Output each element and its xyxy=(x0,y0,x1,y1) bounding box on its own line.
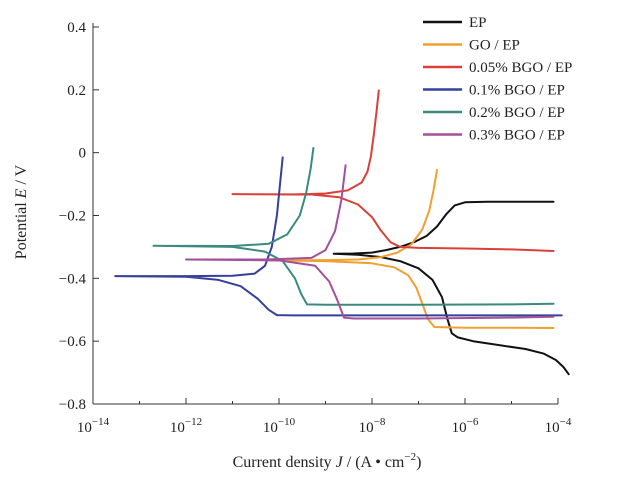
series-line-4 xyxy=(152,147,555,306)
series-line-3 xyxy=(114,156,563,317)
y-tick-label: −0.6 xyxy=(59,334,87,350)
legend-label-5: 0.3% BGO / EP xyxy=(469,128,565,144)
x-axis-title: Current density J / (A • cm−2) xyxy=(233,451,422,471)
series-line-1 xyxy=(264,168,555,329)
series-line-2 xyxy=(231,89,555,252)
axes: 0.4 0.2 0 −0.2 −0.4 −0.6 −0.8 10−14 10−12 10−10 10… xyxy=(59,20,572,436)
x-tick-label: 10−8 xyxy=(359,416,386,436)
legend-label-1: GO / EP xyxy=(469,38,520,54)
y-axis-title: Potential E / V xyxy=(13,164,30,259)
legend: EP GO / EP 0.05% BGO / EP 0.1% BGO / EP 0.2%… xyxy=(423,15,572,144)
x-tick-label: 10−14 xyxy=(77,416,110,436)
y-tick-label: 0.4 xyxy=(67,20,86,36)
y-tick-label: −0.8 xyxy=(59,397,86,413)
legend-label-2: 0.05% BGO / EP xyxy=(469,60,572,76)
x-tick-label: 10−10 xyxy=(263,416,296,436)
plot-area xyxy=(114,89,570,376)
x-tick-label: 10−12 xyxy=(170,416,202,436)
x-tick-label: 10−6 xyxy=(452,416,479,436)
y-tick-label: −0.4 xyxy=(59,271,87,287)
y-tick-label: 0.2 xyxy=(67,83,86,99)
x-tick-label: 10−4 xyxy=(545,416,572,436)
y-tick-label: 0 xyxy=(79,146,87,162)
series-line-0 xyxy=(332,200,570,376)
series-line-5 xyxy=(185,164,555,320)
legend-label-4: 0.2% BGO / EP xyxy=(469,105,565,121)
legend-label-3: 0.1% BGO / EP xyxy=(469,83,565,99)
legend-label-0: EP xyxy=(469,15,487,31)
y-tick-label: −0.2 xyxy=(59,209,86,225)
